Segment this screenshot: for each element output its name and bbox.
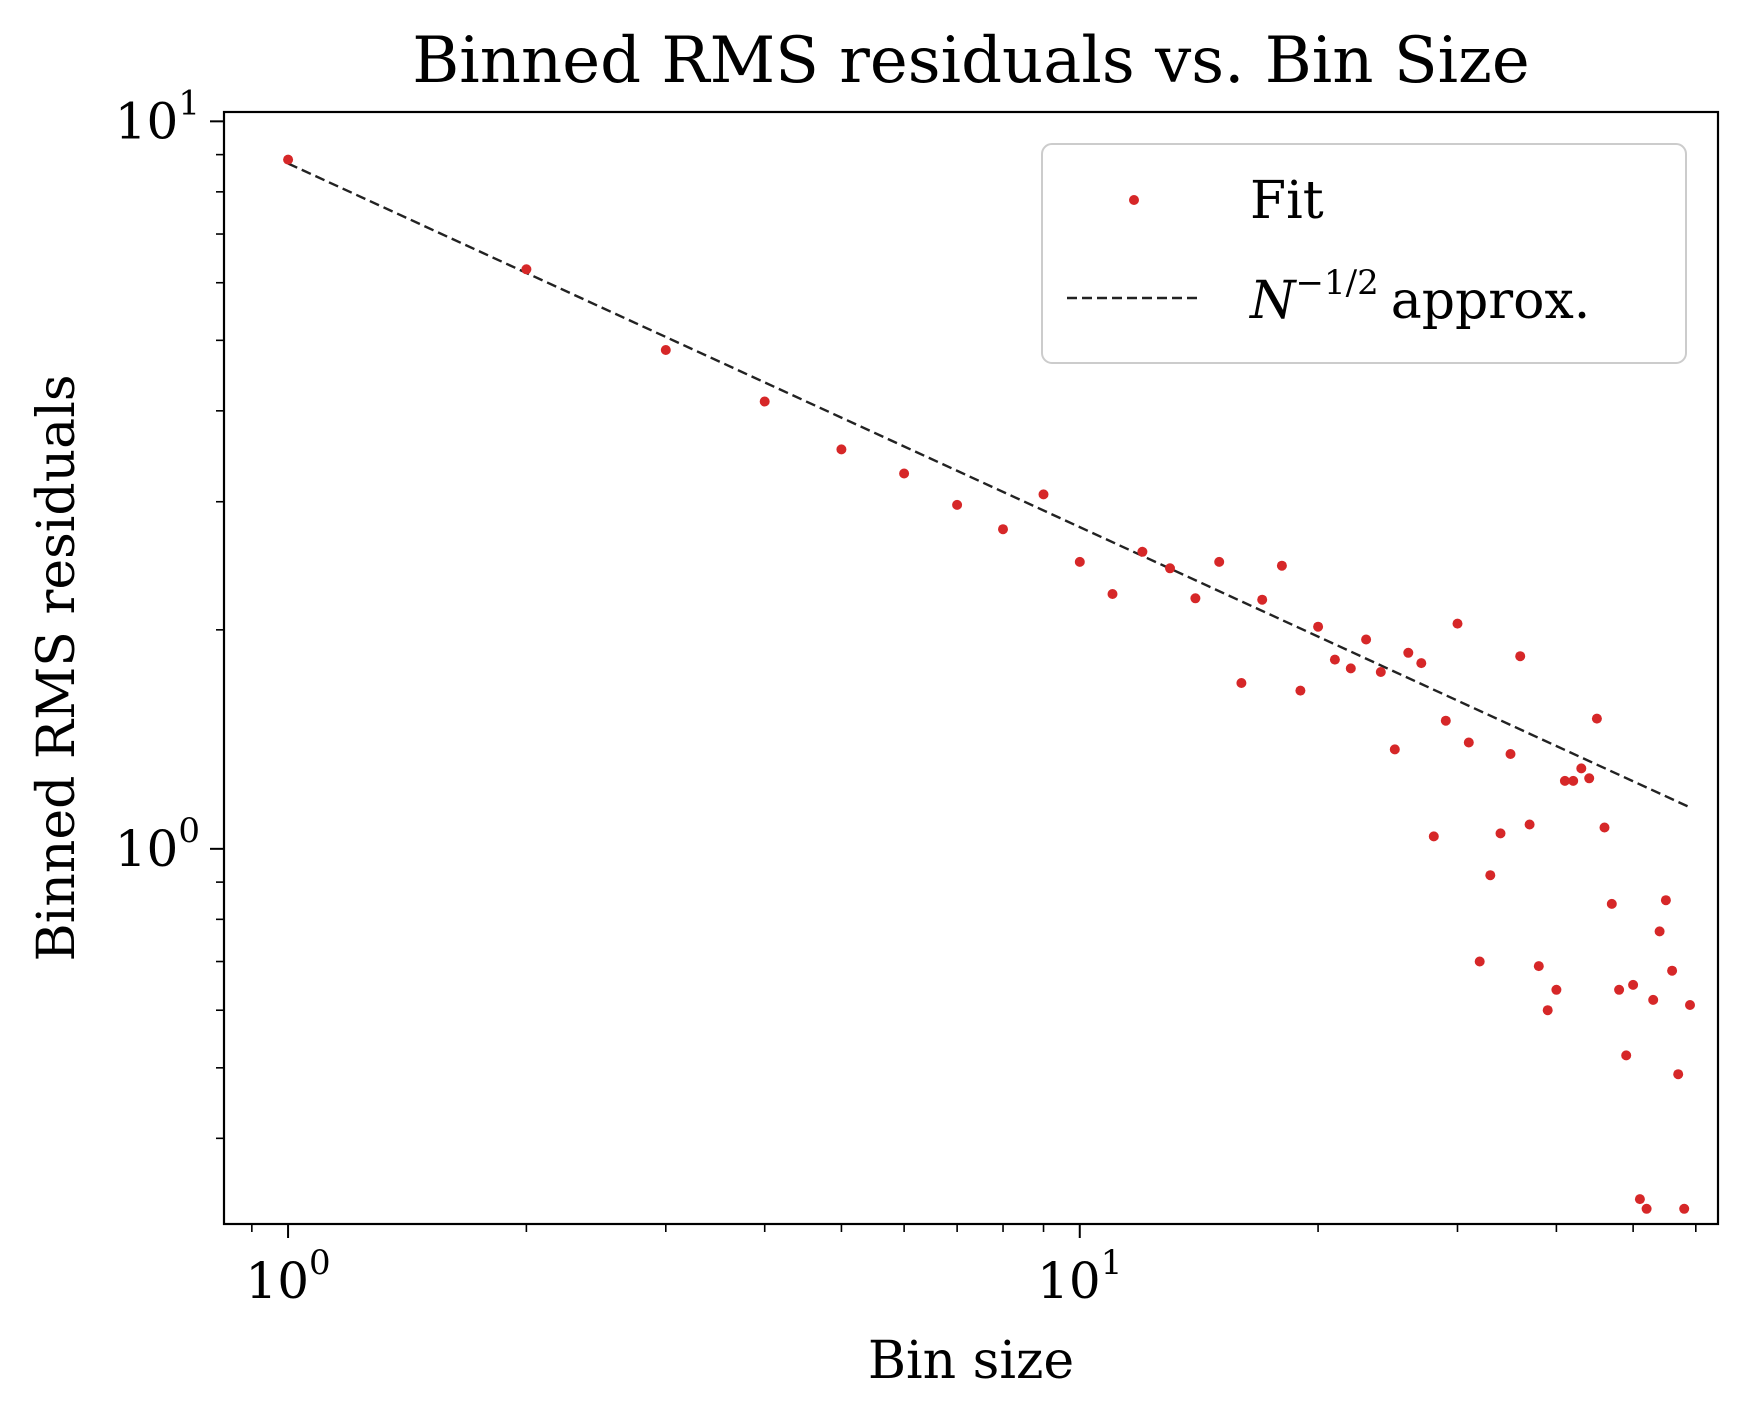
fit-point xyxy=(1599,822,1610,833)
fit-point xyxy=(1107,589,1118,599)
fit-point xyxy=(1568,775,1579,786)
fit-point xyxy=(1542,1005,1553,1016)
fit-point xyxy=(1474,956,1485,967)
y-tick-label: 100 xyxy=(115,811,200,878)
fit-point xyxy=(1533,961,1544,972)
x-tick-base: 10 xyxy=(1037,1252,1101,1310)
fit-point xyxy=(1276,560,1287,571)
fit-points xyxy=(283,154,1695,1214)
fit-point xyxy=(1634,1194,1645,1205)
fit-point xyxy=(1313,621,1324,632)
fit-point xyxy=(660,345,671,355)
fit-point xyxy=(1361,634,1372,645)
x-tick-exponent: 1 xyxy=(1101,1243,1123,1283)
fit-point xyxy=(1505,749,1516,759)
fit-point xyxy=(283,154,294,165)
x-tick-label: 101 xyxy=(1037,1243,1122,1310)
fit-point xyxy=(899,468,910,479)
legend-exponent: −1/2 xyxy=(1296,263,1379,303)
fit-point xyxy=(1440,715,1451,726)
fit-point xyxy=(836,444,847,455)
fit-point xyxy=(1329,654,1340,665)
fit-point xyxy=(1648,994,1659,1005)
legend-symbol: N xyxy=(1248,271,1297,331)
minor-ticks xyxy=(216,153,1697,1232)
fit-point xyxy=(1038,489,1049,500)
y-axis-label: Binned RMS residuals xyxy=(27,374,87,961)
legend-marker-fit xyxy=(1129,195,1139,205)
fit-point xyxy=(1654,926,1665,937)
x-tick-exponent: 0 xyxy=(309,1243,331,1283)
x-tick-base: 10 xyxy=(245,1252,309,1310)
fit-point xyxy=(1628,979,1639,990)
fit-point xyxy=(1673,1069,1684,1080)
fit-point xyxy=(521,264,532,275)
fit-point xyxy=(1403,647,1414,658)
fit-point xyxy=(1257,594,1268,605)
legend: Fit N−1/2 approx. xyxy=(1041,143,1687,364)
y-tick-exponent: 1 xyxy=(178,83,200,123)
fit-point xyxy=(1375,667,1386,677)
fit-point xyxy=(1551,984,1562,995)
fit-point xyxy=(1584,773,1595,784)
fit-point xyxy=(1295,685,1306,696)
fit-point xyxy=(1667,965,1678,976)
fit-point xyxy=(1495,828,1506,839)
fit-point xyxy=(1576,763,1587,774)
legend-label-fit: Fit xyxy=(1250,171,1324,231)
fit-point xyxy=(1641,1203,1652,1214)
fit-point xyxy=(1137,546,1148,557)
fit-point xyxy=(1428,831,1439,842)
fit-point xyxy=(1614,984,1625,995)
legend-label-approx: N−1/2 approx. xyxy=(1248,263,1590,331)
fit-point xyxy=(1389,744,1400,755)
fit-point xyxy=(1559,775,1570,786)
fit-point xyxy=(1591,713,1602,724)
fit-point xyxy=(1660,895,1671,906)
fit-point xyxy=(1190,593,1201,604)
fit-point xyxy=(1416,658,1427,669)
fit-point xyxy=(1452,618,1463,629)
fit-point xyxy=(1685,1000,1695,1010)
fit-point xyxy=(1621,1050,1632,1061)
plot-frame xyxy=(222,110,1720,1226)
x-axis-label: Bin size xyxy=(868,1331,1074,1391)
fit-point xyxy=(1524,819,1535,830)
fit-point xyxy=(759,396,770,407)
fit-point xyxy=(1074,556,1085,567)
legend-approx-text: approx. xyxy=(1391,271,1591,331)
fit-point xyxy=(952,499,963,510)
major-ticks xyxy=(210,120,1081,1238)
chart-title: Binned RMS residuals vs. Bin Size xyxy=(412,24,1529,98)
legend-frame xyxy=(1041,143,1687,364)
fit-point xyxy=(1345,663,1356,674)
fit-point xyxy=(1679,1203,1690,1214)
fit-point xyxy=(1236,678,1247,688)
y-tick-exponent: 0 xyxy=(178,811,200,851)
fit-point xyxy=(998,524,1008,535)
fit-point xyxy=(1485,870,1496,881)
fit-point xyxy=(1515,651,1526,662)
y-tick-base: 10 xyxy=(115,820,179,878)
y-tick-label: 101 xyxy=(115,83,200,150)
y-tick-base: 10 xyxy=(115,92,179,150)
x-tick-label: 100 xyxy=(245,1243,330,1310)
fit-point xyxy=(1463,737,1474,748)
fit-point xyxy=(1606,898,1617,909)
fit-point xyxy=(1214,556,1225,567)
fit-point xyxy=(1165,563,1175,574)
